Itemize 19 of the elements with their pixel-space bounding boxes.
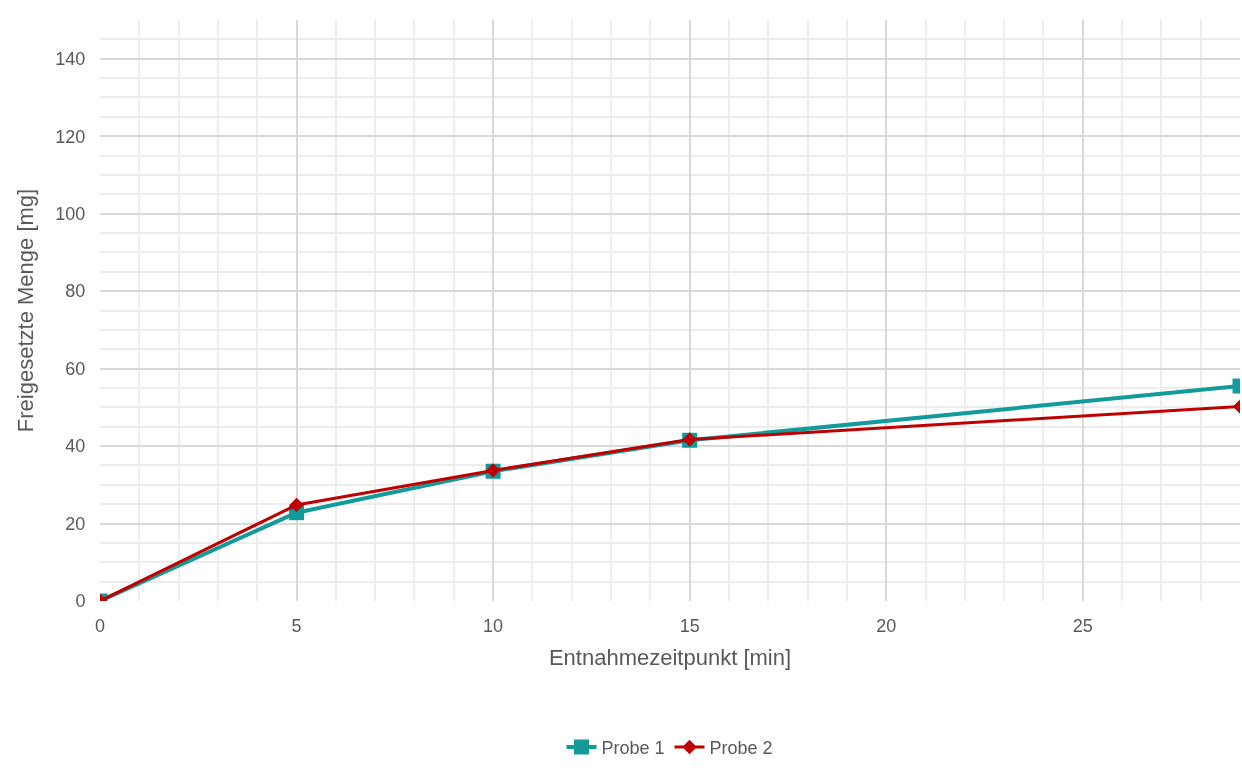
y-axis-title: Freigesetzte Menge [mg] (13, 188, 39, 433)
legend-label: Probe 2 (709, 738, 773, 759)
legend-label: Probe 1 (601, 738, 665, 759)
x-tick-label: 5 (291, 615, 302, 636)
x-tick-label: 10 (483, 615, 504, 636)
y-tick-label: 80 (65, 281, 86, 302)
x-axis-title: Entnahmezeitpunkt [min] (548, 645, 792, 671)
y-tick-label: 0 (75, 591, 86, 612)
y-tick-label: 120 (55, 126, 86, 147)
x-tick-label: 25 (1072, 615, 1093, 636)
x-tick-label: 20 (876, 615, 897, 636)
point (289, 497, 304, 513)
y-tick-label: 100 (55, 203, 86, 224)
x-tick-label: 0 (94, 615, 106, 636)
y-tick-label: 140 (55, 49, 86, 70)
y-tick-label: 20 (65, 513, 86, 534)
x-tick-label: 15 (679, 615, 700, 636)
y-tick-label: 40 (65, 436, 86, 457)
y-tick-label: 60 (65, 358, 86, 379)
